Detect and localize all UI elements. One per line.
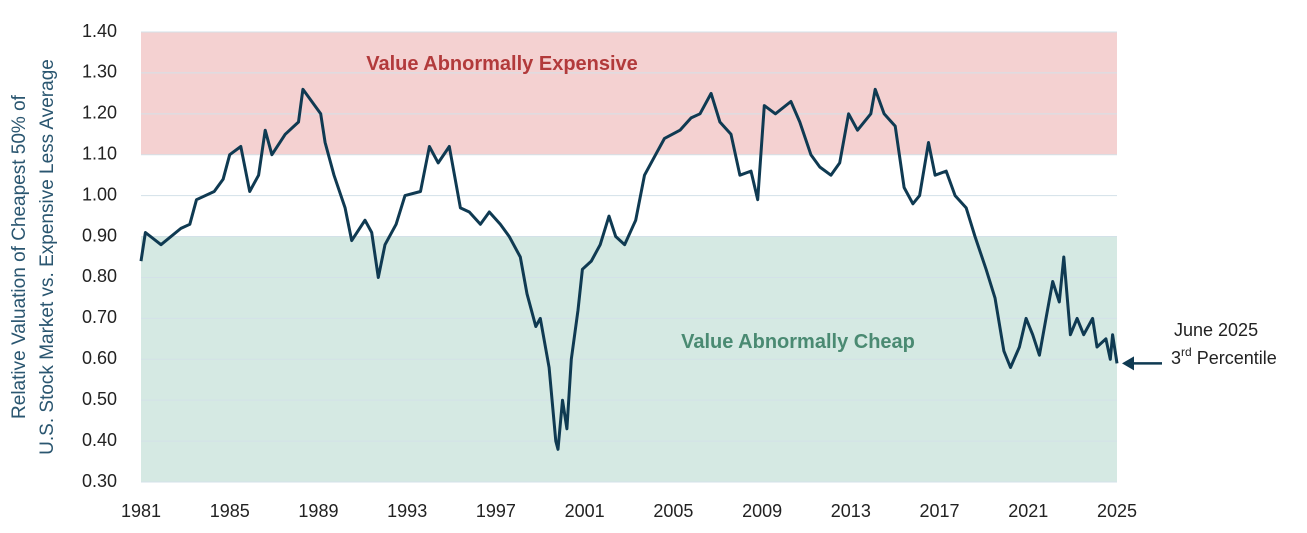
- y-tick-label: 0.60: [82, 348, 117, 368]
- y-tick-label: 0.50: [82, 389, 117, 409]
- x-tick-label: 1989: [298, 501, 338, 521]
- x-tick-label: 1993: [387, 501, 427, 521]
- y-tick-label: 1.40: [82, 21, 117, 41]
- y-tick-label: 0.30: [82, 471, 117, 491]
- y-tick-label: 1.10: [82, 143, 117, 163]
- annotation-text-part: Percentile: [1192, 348, 1277, 368]
- x-tick-label: 1997: [476, 501, 516, 521]
- annotation-arrowhead: [1122, 356, 1134, 371]
- annotation-text: 3rd Percentile: [1171, 345, 1277, 368]
- x-tick-label: 1985: [210, 501, 250, 521]
- band-label: Value Abnormally Expensive: [366, 53, 638, 75]
- x-tick-label: 2017: [920, 501, 960, 521]
- y-axis-title: Relative Valuation of Cheapest 50% of: [9, 94, 30, 419]
- band-label: Value Abnormally Cheap: [681, 331, 915, 353]
- band: [141, 32, 1117, 155]
- line: [139, 87, 1119, 451]
- y-tick-label: 1.20: [82, 103, 117, 123]
- y-tick-label: 0.90: [82, 225, 117, 245]
- x-tick-label: 2001: [565, 501, 605, 521]
- annotation-text-part: rd: [1181, 345, 1192, 359]
- y-axis-title: U.S. Stock Market vs. Expensive Less Ave…: [37, 59, 58, 455]
- y-tick-label: 1.00: [82, 184, 117, 204]
- x-tick-label: 2009: [742, 501, 782, 521]
- y-tick-label: 0.80: [82, 266, 117, 286]
- x-tick-label: 2005: [653, 501, 693, 521]
- x-tick-label: 2025: [1097, 501, 1137, 521]
- annotation-text-part: 3: [1171, 348, 1181, 368]
- x-tick-label: 2021: [1008, 501, 1048, 521]
- y-tick-label: 0.70: [82, 307, 117, 327]
- annotation-text: June 2025: [1174, 320, 1258, 340]
- x-tick-label: 2013: [831, 501, 871, 521]
- y-tick-label: 0.40: [82, 430, 117, 450]
- y-tick-label: 1.30: [82, 62, 117, 82]
- x-tick-label: 1981: [121, 501, 161, 521]
